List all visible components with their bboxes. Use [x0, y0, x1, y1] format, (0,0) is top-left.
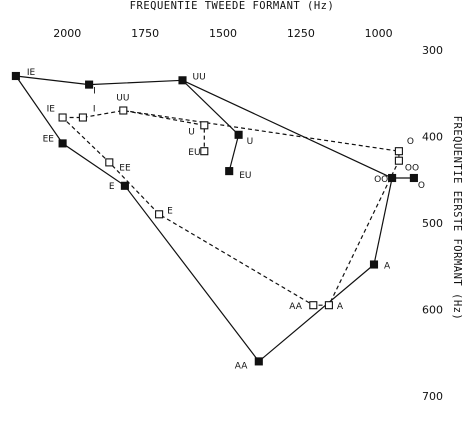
open-square-marker: [78, 113, 87, 122]
vowel-label: E: [167, 206, 173, 216]
vowel-label: I: [93, 105, 96, 115]
y-tick-label: 300: [422, 44, 443, 57]
vowel-label: A: [337, 302, 344, 312]
filled-square-marker: [178, 76, 187, 85]
filled-square-marker: [85, 80, 94, 89]
open-square-marker: [200, 121, 209, 130]
vowel-label: EE: [119, 163, 131, 173]
y-tick-label: 400: [422, 131, 443, 144]
filled-square-marker: [388, 173, 397, 183]
filled-square-marker: [254, 357, 263, 366]
vowel-label: IE: [47, 105, 56, 115]
open-square-marker: [119, 106, 128, 115]
connecting-lines: [15, 75, 414, 363]
data-markers: [11, 71, 418, 366]
open-square-marker: [324, 301, 333, 310]
vowel-label: A: [384, 262, 391, 272]
open-square-marker: [105, 158, 114, 167]
solid-line: [182, 79, 414, 179]
y-tick-label: 500: [422, 217, 443, 230]
filled-square-marker: [409, 173, 418, 183]
vowel-label: UU: [116, 94, 129, 104]
vowel-label: UU: [193, 72, 206, 82]
x-tick-label: 1000: [365, 27, 393, 40]
vowel-label: EU: [239, 171, 251, 181]
vowel-label: IE: [27, 68, 36, 78]
filled-square-marker: [58, 139, 67, 148]
vowel-label: O: [418, 181, 425, 191]
x-axis-ticks: 2000 1750 1500 1250 1000: [53, 27, 392, 40]
solid-line: [15, 75, 393, 363]
filled-square-marker: [120, 181, 129, 190]
open-square-marker: [309, 301, 318, 310]
filled-square-marker: [225, 167, 234, 176]
open-square-marker: [394, 147, 403, 156]
y-tick-label: 700: [422, 390, 443, 403]
x-tick-label: 2000: [53, 27, 81, 40]
x-tick-label: 1750: [131, 27, 159, 40]
open-square-marker: [58, 113, 67, 122]
x-tick-label: 1250: [287, 27, 315, 40]
x-axis-title: FREQUENTIE TWEEDE FORMANT (Hz): [130, 0, 335, 12]
vowel-label: AA: [235, 361, 248, 371]
open-square-marker: [200, 147, 209, 156]
vowel-label: U: [188, 127, 195, 137]
x-tick-label: 1500: [209, 27, 237, 40]
vowel-label: AA: [289, 302, 302, 312]
open-square-marker: [155, 210, 164, 219]
dashed-line: [62, 109, 400, 306]
vowel-label: I: [93, 87, 96, 97]
vowel-label: OO: [374, 175, 388, 185]
vowel-label: EE: [43, 134, 55, 144]
filled-square-marker: [369, 260, 379, 269]
vowel-label: O: [407, 137, 414, 147]
y-axis-title: FREQUENTIE EERSTE FORMANT (Hz): [451, 116, 463, 321]
filled-square-marker: [234, 130, 243, 139]
vowel-label: OO: [405, 164, 419, 174]
y-axis-ticks: 300 400 500 600 700: [422, 44, 443, 403]
filled-square-marker: [11, 71, 20, 81]
vowel-label: U: [247, 137, 254, 147]
vowel-label: E: [109, 182, 115, 192]
y-tick-label: 600: [422, 304, 443, 317]
open-square-marker: [394, 156, 403, 165]
vowel-label: EU: [188, 148, 200, 158]
